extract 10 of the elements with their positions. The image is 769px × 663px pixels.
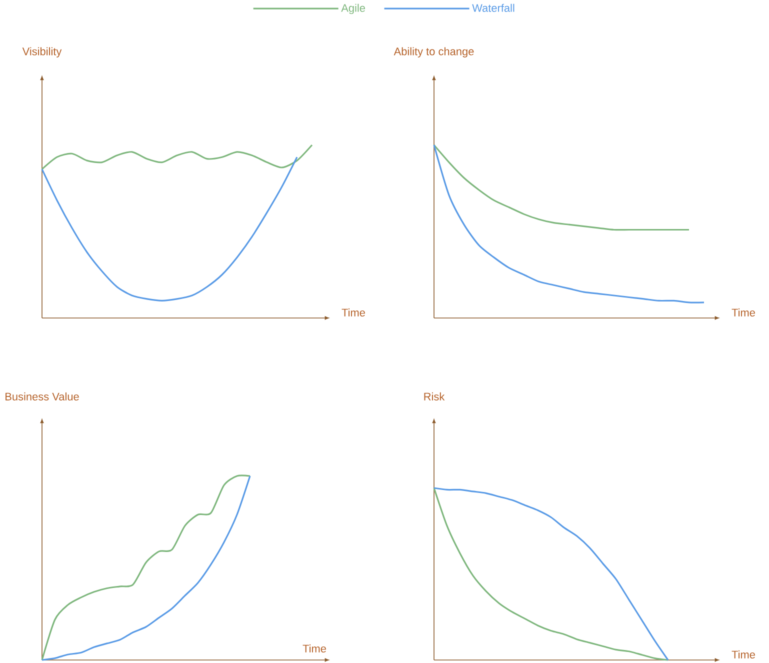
x-axis-title: Time: [732, 308, 755, 316]
x-axis-title: Time: [342, 308, 365, 316]
y-axis-title: Risk: [424, 392, 445, 400]
text: Waterfall: [472, 4, 514, 12]
y-axis-title: Business Value: [6, 392, 79, 400]
x-axis-title: Time: [302, 644, 326, 652]
text: Agile: [341, 4, 366, 14]
x-axis-title: Time: [732, 650, 755, 658]
y-axis-title: Visibility: [22, 47, 62, 58]
y-axis-title: Ability to change: [394, 47, 474, 58]
